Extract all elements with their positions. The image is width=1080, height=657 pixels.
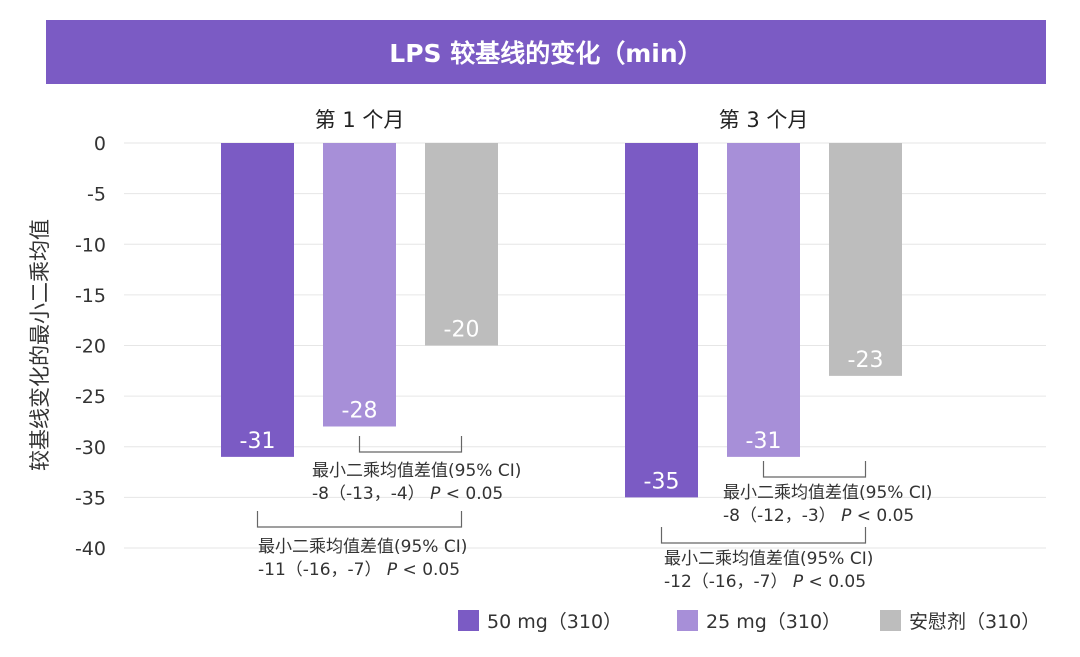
legend-label: 安慰剂（310） xyxy=(909,611,1040,633)
legend: 50 mg（310） 25 mg（310） 安慰剂（310） xyxy=(458,610,1040,633)
annotation-label: 最小二乘均值差值(95% CI) xyxy=(312,461,521,481)
bar xyxy=(221,143,294,457)
comparison-bracket xyxy=(762,461,867,478)
y-tick-label: -30 xyxy=(75,437,106,459)
comparison-bracket xyxy=(256,511,463,528)
data-label: -31 xyxy=(240,429,276,454)
y-axis-label: 较基线变化的最小二乘均值 xyxy=(28,219,52,471)
annotation-ci: -11（-16，-7） P < 0.05 xyxy=(258,560,460,580)
group-labels: 第 1 个月 第 3 个月 xyxy=(315,108,809,132)
legend-label: 50 mg（310） xyxy=(487,611,622,633)
data-label: -35 xyxy=(644,469,680,494)
group-label: 第 1 个月 xyxy=(315,108,405,132)
legend-swatch xyxy=(677,610,698,631)
data-label: -23 xyxy=(848,348,884,373)
y-tick-label: -35 xyxy=(75,487,106,509)
data-labels: -31 -35 -28 -31 -20 -23 xyxy=(240,318,884,495)
annotation-label: 最小二乘均值差值(95% CI) xyxy=(723,483,932,503)
bar xyxy=(625,143,698,498)
legend-swatch xyxy=(880,610,901,631)
data-label: -20 xyxy=(444,318,480,343)
y-axis-ticks: 0 -5 -10 -15 -20 -25 -30 -35 -40 xyxy=(75,133,106,560)
y-tick-label: -40 xyxy=(75,538,106,560)
comparison-bracket xyxy=(660,527,867,544)
data-label: -31 xyxy=(746,429,782,454)
y-tick-label: -5 xyxy=(87,184,106,206)
bar xyxy=(425,143,498,346)
legend-swatch xyxy=(458,610,479,631)
y-tick-label: -10 xyxy=(75,234,106,256)
y-tick-label: -25 xyxy=(75,386,106,408)
bar xyxy=(727,143,800,457)
y-tick-label: 0 xyxy=(94,133,106,155)
annotation-label: 最小二乘均值差值(95% CI) xyxy=(664,549,873,569)
bar xyxy=(323,143,396,427)
annotation-label: 最小二乘均值差值(95% CI) xyxy=(258,537,467,557)
annotation-ci: -8（-13，-4） P < 0.05 xyxy=(312,484,503,504)
annotation-ci: -8（-12，-3） P < 0.05 xyxy=(723,506,914,526)
legend-label: 25 mg（310） xyxy=(706,611,841,633)
annotation-ci: -12（-16，-7） P < 0.05 xyxy=(664,572,866,592)
annotations: 最小二乘均值差值(95% CI) -8（-13，-4） P < 0.05 最小二乘均… xyxy=(256,436,932,592)
y-tick-label: -20 xyxy=(75,336,106,358)
comparison-bracket xyxy=(358,436,463,453)
bars xyxy=(221,143,902,498)
data-label: -28 xyxy=(342,399,378,424)
y-tick-label: -15 xyxy=(75,285,106,307)
chart-title: LPS 较基线的变化（min） xyxy=(46,20,1046,84)
group-label: 第 3 个月 xyxy=(719,108,809,132)
bar xyxy=(829,143,902,376)
